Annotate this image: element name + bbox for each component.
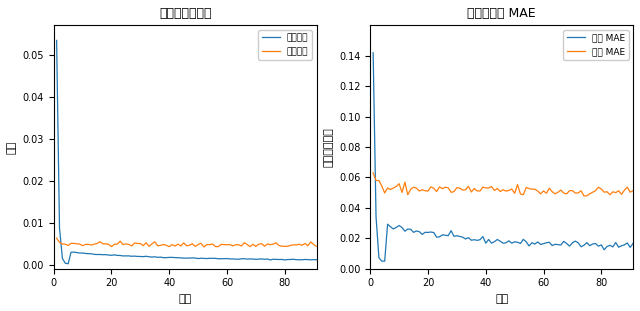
训练损失 — [122, 254, 130, 258]
X-axis label: 轮次: 轮次 — [179, 294, 192, 304]
验证 MAE — [580, 194, 588, 198]
验证损失 — [313, 244, 321, 248]
Title: 训练和验证 MAE: 训练和验证 MAE — [467, 7, 536, 20]
Line: 训练损失: 训练损失 — [56, 40, 317, 264]
验证损失 — [52, 236, 60, 240]
Y-axis label: 平均绝对误差: 平均绝对误差 — [323, 127, 333, 167]
验证损失 — [84, 243, 92, 246]
验证 MAE — [629, 189, 637, 193]
Legend: 训练 MAE, 验证 MAE: 训练 MAE, 验证 MAE — [563, 30, 628, 59]
训练 MAE — [369, 51, 377, 55]
验证 MAE — [591, 189, 599, 193]
训练 MAE — [438, 233, 446, 237]
训练 MAE — [433, 235, 440, 239]
验证 MAE — [369, 171, 377, 175]
训练 MAE — [378, 259, 386, 263]
验证损失 — [200, 245, 208, 249]
验证损失 — [310, 243, 317, 246]
Line: 验证损失: 验证损失 — [56, 238, 317, 247]
验证 MAE — [627, 190, 634, 194]
训练损失 — [307, 258, 315, 262]
验证 MAE — [436, 185, 444, 189]
训练损失 — [310, 258, 317, 262]
训练损失 — [313, 258, 321, 262]
Line: 验证 MAE: 验证 MAE — [373, 173, 633, 196]
训练损失 — [275, 258, 283, 261]
Title: 训练和验证损失: 训练和验证损失 — [159, 7, 211, 20]
训练 MAE — [404, 227, 412, 231]
Legend: 训练损失, 验证损失: 训练损失, 验证损失 — [258, 30, 312, 59]
X-axis label: 轮次: 轮次 — [495, 294, 508, 304]
验证损失 — [119, 243, 127, 246]
验证损失 — [275, 244, 283, 247]
训练损失 — [116, 253, 124, 257]
验证 MAE — [623, 185, 631, 189]
验证 MAE — [401, 180, 409, 184]
训练 MAE — [627, 245, 634, 249]
训练 MAE — [629, 242, 637, 245]
验证 MAE — [430, 187, 438, 190]
验证损失 — [113, 242, 121, 246]
训练 MAE — [591, 242, 599, 245]
训练损失 — [52, 39, 60, 42]
训练损失 — [88, 252, 95, 256]
训练损失 — [65, 262, 72, 266]
验证损失 — [307, 240, 315, 244]
训练 MAE — [623, 241, 631, 245]
Line: 训练 MAE: 训练 MAE — [373, 53, 633, 261]
Y-axis label: 损失: 损失 — [7, 140, 17, 154]
